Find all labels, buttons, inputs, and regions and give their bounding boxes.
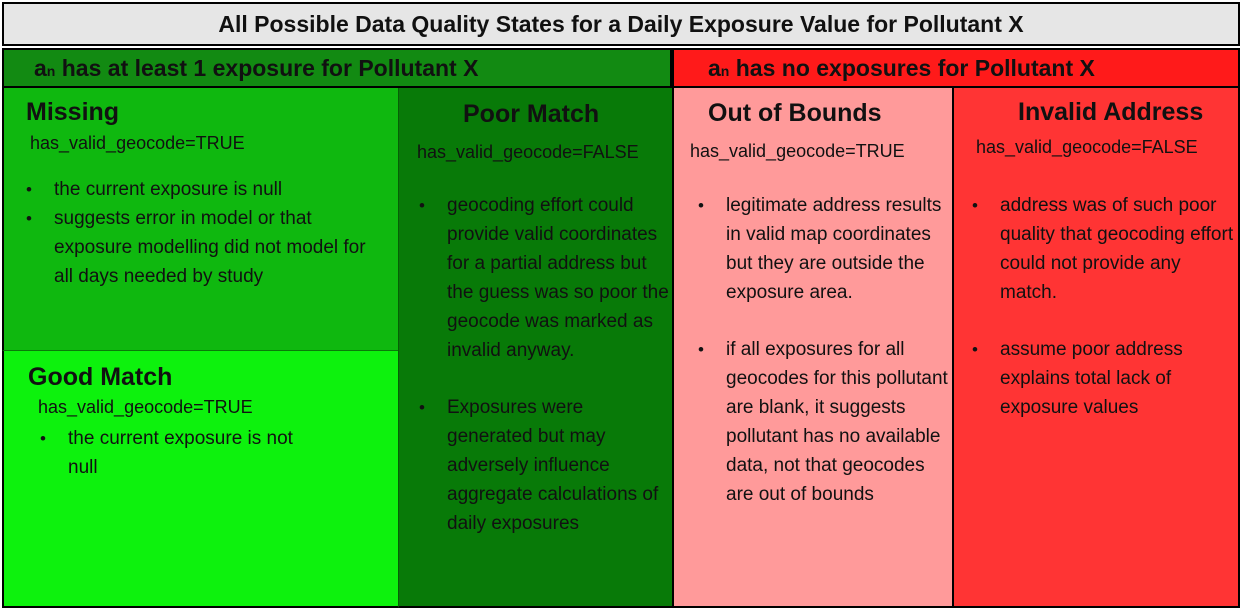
state-out-of-bounds-bullets: legitimate address results in valid map … bbox=[698, 191, 948, 509]
list-item: the current exposure is null bbox=[26, 175, 386, 204]
state-invalid-address-geocode: has_valid_geocode=FALSE bbox=[976, 137, 1198, 157]
state-good-match-geocode: has_valid_geocode=TRUE bbox=[38, 397, 253, 417]
group-right-text: has no exposures for Pollutant X bbox=[729, 54, 1095, 81]
state-out-of-bounds-geocode: has_valid_geocode=TRUE bbox=[690, 141, 905, 161]
state-poor-match-bullets: geocoding effort could provide valid coo… bbox=[419, 191, 671, 538]
list-item: suggests error in model or that exposure… bbox=[26, 204, 386, 291]
state-poor-match-title: Poor Match bbox=[463, 100, 600, 128]
state-good-match: Good Match has_valid_geocode=TRUE the cu… bbox=[2, 350, 398, 608]
state-missing-geocode: has_valid_geocode=TRUE bbox=[30, 133, 245, 153]
list-item: Exposures were generated but may adverse… bbox=[419, 393, 671, 538]
state-invalid-address-title: Invalid Address bbox=[1018, 98, 1204, 126]
state-invalid-address: Invalid Address has_valid_geocode=FALSE … bbox=[952, 88, 1240, 608]
list-item: address was of such poor quality that ge… bbox=[972, 191, 1234, 307]
diagram-title: All Possible Data Quality States for a D… bbox=[2, 2, 1240, 46]
state-missing: Missing has_valid_geocode=TRUE the curre… bbox=[2, 88, 398, 350]
group-left-subscript: n bbox=[46, 63, 56, 79]
list-item: legitimate address results in valid map … bbox=[698, 191, 948, 307]
state-missing-bullets: the current exposure is null suggests er… bbox=[26, 175, 386, 291]
group-left-text: has at least 1 exposure for Pollutant X bbox=[55, 54, 479, 81]
state-good-match-title: Good Match bbox=[28, 363, 173, 391]
state-good-match-bullets: the current exposure is not null bbox=[40, 424, 320, 482]
state-invalid-address-bullets: address was of such poor quality that ge… bbox=[972, 191, 1234, 422]
list-item: assume poor address explains total lack … bbox=[972, 335, 1234, 422]
state-out-of-bounds: Out of Bounds has_valid_geocode=TRUE leg… bbox=[672, 88, 952, 608]
list-item: geocoding effort could provide valid coo… bbox=[419, 191, 671, 365]
state-poor-match-geocode: has_valid_geocode=FALSE bbox=[417, 142, 639, 162]
list-item: the current exposure is not null bbox=[40, 424, 320, 482]
group-left-prefix: a bbox=[34, 54, 47, 81]
group-right-subscript: n bbox=[720, 63, 730, 79]
state-out-of-bounds-title: Out of Bounds bbox=[708, 99, 882, 127]
list-item: if all exposures for all geocodes for th… bbox=[698, 335, 948, 509]
state-missing-title: Missing bbox=[26, 98, 120, 126]
group-right-prefix: a bbox=[708, 54, 721, 81]
state-poor-match: Poor Match has_valid_geocode=FALSE geoco… bbox=[398, 88, 672, 608]
